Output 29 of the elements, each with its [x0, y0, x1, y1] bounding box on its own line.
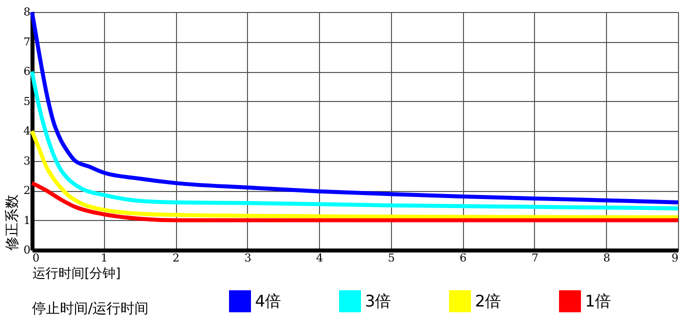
line-series [30, 129, 680, 220]
y-tick-label: 2 [24, 184, 30, 197]
x-tick-label: 6 [460, 252, 467, 264]
y-tick-label: 4 [24, 124, 30, 138]
y-tick-label: 8 [24, 6, 30, 18]
y-tick-label: 1 [24, 214, 30, 227]
y-tick-label: 0 [24, 244, 30, 256]
legend-title: 停止时间/运行时间 [32, 301, 149, 317]
x-tick-label: 5 [388, 252, 395, 264]
x-tick-label: 3 [244, 252, 252, 264]
x-tick-label: 7 [531, 252, 538, 264]
y-tick-label: 3 [24, 154, 30, 168]
x-axis-title: 运行时间[分钟] [32, 266, 121, 282]
y-tick-label: 7 [24, 35, 30, 48]
line-series [30, 181, 680, 222]
x-tick-label: 8 [603, 252, 610, 264]
x-tick-label: 4 [316, 252, 324, 264]
y-tick-label: 5 [24, 94, 30, 108]
line-series [30, 70, 680, 210]
x-tick-label: 0 [32, 252, 40, 264]
legend-label: 4倍 [255, 291, 282, 310]
x-tick-label: 1 [100, 252, 108, 264]
x-tick-label: 9 [672, 252, 678, 264]
legend-label: 2倍 [475, 291, 502, 310]
x-tick-label: 2 [172, 252, 180, 264]
legend-label: 1倍 [585, 291, 612, 310]
legend-label: 3倍 [365, 291, 392, 310]
y-axis-title: 修正系数 [4, 194, 20, 250]
y-tick-label: 6 [24, 65, 30, 78]
